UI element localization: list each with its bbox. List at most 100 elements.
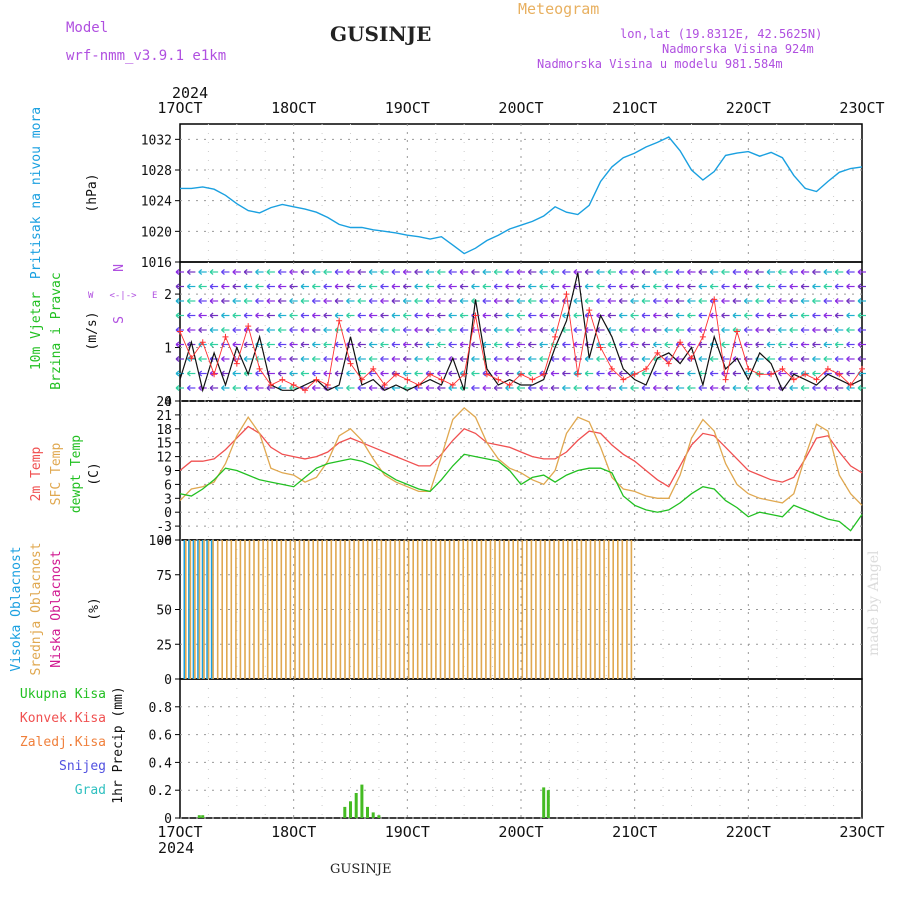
wind-arrow-head: [550, 298, 555, 302]
wind-arrow-head: [505, 269, 510, 273]
wind-arrow-head: [209, 312, 214, 316]
wind-arrow-head: [368, 315, 373, 319]
cloud-bar: [603, 540, 605, 679]
gust-marker: [324, 381, 331, 388]
wind-arrow-head: [516, 387, 521, 391]
wind-arrow-head: [823, 315, 828, 319]
x-tick-label-bottom: 19OCT: [385, 823, 430, 841]
wind-arrow-head: [493, 341, 498, 345]
cloud-bar: [316, 540, 319, 679]
wind-arrow-head: [277, 358, 282, 362]
wind-arrow-head: [846, 385, 851, 389]
wind-arrow-head: [300, 370, 305, 374]
gust-marker: [711, 296, 718, 303]
x-tick-label-bottom: 18OCT: [271, 823, 316, 841]
wind-arrow-head: [186, 283, 191, 287]
wind-arrow-head: [527, 329, 532, 333]
wind-arrow-head: [732, 300, 737, 304]
wind-arrow-head: [789, 283, 794, 287]
wind-arrow-head: [323, 300, 328, 304]
wind-arrow-head: [834, 344, 839, 348]
cloud-bar: [312, 540, 314, 679]
wind-arrow-head: [493, 358, 498, 362]
wind-arrow-head: [766, 315, 771, 319]
wind-arrow-head: [607, 300, 612, 304]
wind-arrow-head: [221, 269, 225, 273]
wind-arrow-head: [550, 358, 555, 362]
gust-marker: [415, 381, 422, 388]
wind-arrow-head: [664, 315, 669, 319]
cloud-bar: [344, 540, 346, 679]
wind-arrow-head: [186, 300, 191, 304]
wind-arrow-head: [721, 312, 725, 316]
cloud-bar: [535, 540, 537, 679]
wind-arrow-head: [221, 358, 225, 362]
model-name: wrf-nmm_v3.9.1 e1km: [66, 48, 227, 64]
wind-arrow-head: [437, 298, 441, 302]
wind-arrow-head: [346, 298, 350, 302]
cloud-bar: [503, 540, 505, 679]
wind-arrow-head: [186, 269, 191, 273]
wind-arrow-head: [334, 356, 339, 360]
x-tick-label-bottom: 22OCT: [726, 823, 771, 841]
wind-arrow-head: [766, 300, 771, 304]
wind-arrow-head: [414, 327, 419, 331]
wind-arrow-head: [596, 387, 600, 391]
cloud-ylabel-mid: Srednja Oblacnost: [29, 542, 44, 675]
wind-arrow-head: [357, 344, 362, 348]
wind-arrow-head: [664, 387, 669, 391]
wind-arrow-head: [539, 269, 544, 273]
cloud-bar: [207, 540, 210, 679]
wind-arrow-head: [709, 385, 714, 389]
wind-arrow-head: [266, 298, 271, 302]
wind-arrow-head: [312, 358, 316, 362]
wind-arrow-head: [346, 300, 350, 304]
wind-arrow-head: [425, 358, 430, 362]
wind-arrow-head: [198, 329, 203, 333]
wind-arrow-head: [653, 298, 657, 302]
wind-arrow-head: [391, 283, 396, 287]
cloud-bar: [585, 540, 587, 679]
wind-arrow-head: [664, 286, 669, 290]
wind-arrow-head: [857, 329, 862, 333]
wind-arrow-head: [743, 312, 748, 316]
wind-arrow-head: [789, 341, 794, 345]
wind-arrow-head: [732, 271, 737, 275]
wind-arrow-head: [402, 385, 407, 389]
wind-arrow-head: [391, 271, 396, 275]
gust-marker: [665, 360, 672, 367]
wind-arrow-head: [766, 298, 771, 302]
wind-arrow-head: [721, 286, 725, 290]
wind-arrow-head: [846, 370, 851, 374]
wind-arrow-head: [630, 358, 635, 362]
wind-arrow-head: [743, 387, 748, 391]
wind-arrow-head: [596, 356, 600, 360]
cloud-bar: [335, 540, 337, 679]
cloud-ylabel-high: Visoka Oblacnost: [9, 546, 24, 671]
wind-arrow-head: [391, 329, 396, 333]
wind-arrow-head: [607, 271, 612, 275]
footer-station: GUSINJE: [330, 862, 392, 877]
wind-arrow-head: [618, 286, 623, 290]
gust-marker: [472, 312, 479, 319]
wind-arrow-head: [209, 300, 214, 304]
wind-arrow-head: [459, 298, 464, 302]
wind-arrow-head: [368, 312, 373, 316]
wind-arrow-head: [380, 286, 384, 290]
wind-arrow-head: [232, 300, 237, 304]
cloud-bar: [389, 540, 392, 679]
cloud-bar: [426, 540, 428, 679]
wind-arrow-head: [346, 373, 350, 377]
wind-arrow-head: [812, 315, 816, 319]
wind-arrow-head: [618, 269, 623, 273]
wind-arrow-head: [448, 327, 453, 331]
wind-arrow-head: [221, 315, 225, 319]
wind-arrow-head: [789, 387, 794, 391]
gust-marker: [574, 371, 581, 378]
wind-arrow-head: [505, 312, 510, 316]
wind-arrow-head: [505, 385, 510, 389]
wind-arrow-head: [300, 283, 305, 287]
wind-arrow-head: [823, 387, 828, 391]
wind-arrow-head: [664, 329, 669, 333]
wind-arrow-head: [357, 358, 362, 362]
